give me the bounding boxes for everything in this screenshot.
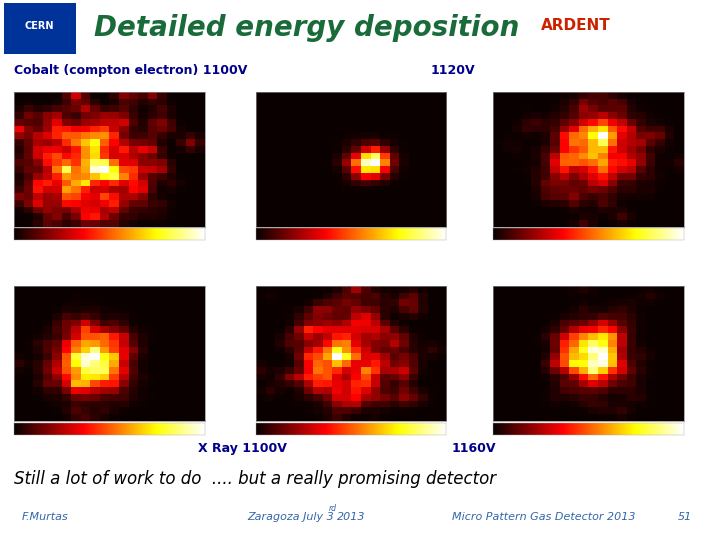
Text: rd: rd	[328, 504, 336, 514]
Text: Micro Pattern Gas Detector 2013: Micro Pattern Gas Detector 2013	[451, 512, 635, 522]
Text: 2013: 2013	[337, 512, 365, 522]
Text: Cobalt (compton electron) 1100V: Cobalt (compton electron) 1100V	[14, 64, 248, 77]
Text: ARDENT: ARDENT	[541, 18, 611, 33]
Text: 1120V: 1120V	[431, 64, 475, 77]
Text: X Ray 1100V: X Ray 1100V	[198, 442, 287, 455]
Text: 1160V: 1160V	[451, 442, 496, 455]
FancyBboxPatch shape	[4, 3, 76, 54]
Text: Still a lot of work to do  .... but a really promising detector: Still a lot of work to do .... but a rea…	[14, 470, 496, 488]
Text: CERN: CERN	[25, 21, 54, 31]
Text: F.Murtas: F.Murtas	[22, 512, 68, 522]
Text: Zaragoza July 3: Zaragoza July 3	[247, 512, 334, 522]
Text: Detailed energy deposition: Detailed energy deposition	[94, 15, 519, 42]
Text: 51: 51	[678, 512, 692, 522]
